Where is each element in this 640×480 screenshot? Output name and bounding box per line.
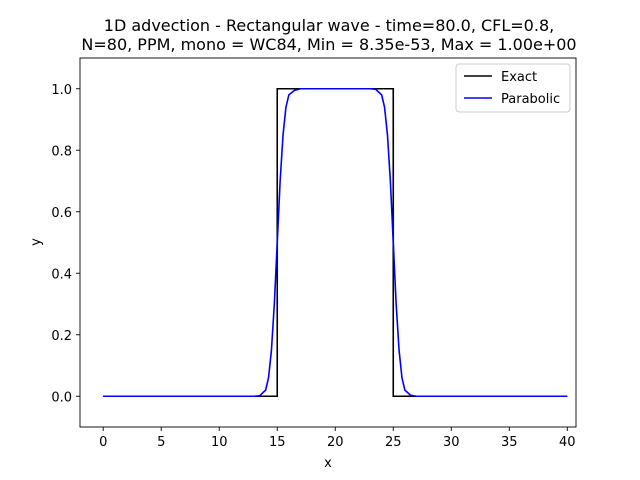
plot-frame: [79, 57, 577, 428]
y-tick-label: 0.2: [51, 329, 72, 344]
x-tick-label: 0: [99, 435, 107, 450]
x-tick-label: 35: [501, 435, 518, 450]
x-axis-label: x: [324, 456, 332, 471]
series-line-exact: [103, 87, 568, 398]
y-tick-label: 0.6: [51, 206, 72, 221]
series-line-parabolic: [103, 87, 568, 398]
chart-title-line-1: 1D advection - Rectangular wave - time=8…: [104, 16, 554, 35]
x-tick-label: 30: [443, 435, 460, 450]
y-tick-label: 0.4: [51, 267, 72, 282]
y-tick-label: 0.0: [51, 390, 72, 405]
y-tick-label: 0.8: [51, 144, 72, 159]
plot-area: 0 5 10 15 20 25 30 35 40 0.0 0.2 0.4 0.6 0.8 1.0: [51, 57, 577, 450]
x-tick-label: 15: [269, 435, 286, 450]
x-tick-label: 10: [211, 435, 228, 450]
x-tick-label: 5: [157, 435, 165, 450]
y-axis-label: y: [29, 238, 44, 246]
x-tick-label: 25: [385, 435, 402, 450]
x-tick-label: 40: [559, 435, 576, 450]
y-tick-label: 1.0: [51, 83, 72, 98]
legend-label-exact: Exact: [501, 70, 537, 85]
legend: Exact Parabolic: [455, 63, 571, 113]
x-tick-label: 20: [327, 435, 344, 450]
chart-title-line-2: N=80, PPM, mono = WC84, Min = 8.35e-53, …: [81, 35, 576, 54]
legend-label-parabolic: Parabolic: [501, 92, 560, 107]
